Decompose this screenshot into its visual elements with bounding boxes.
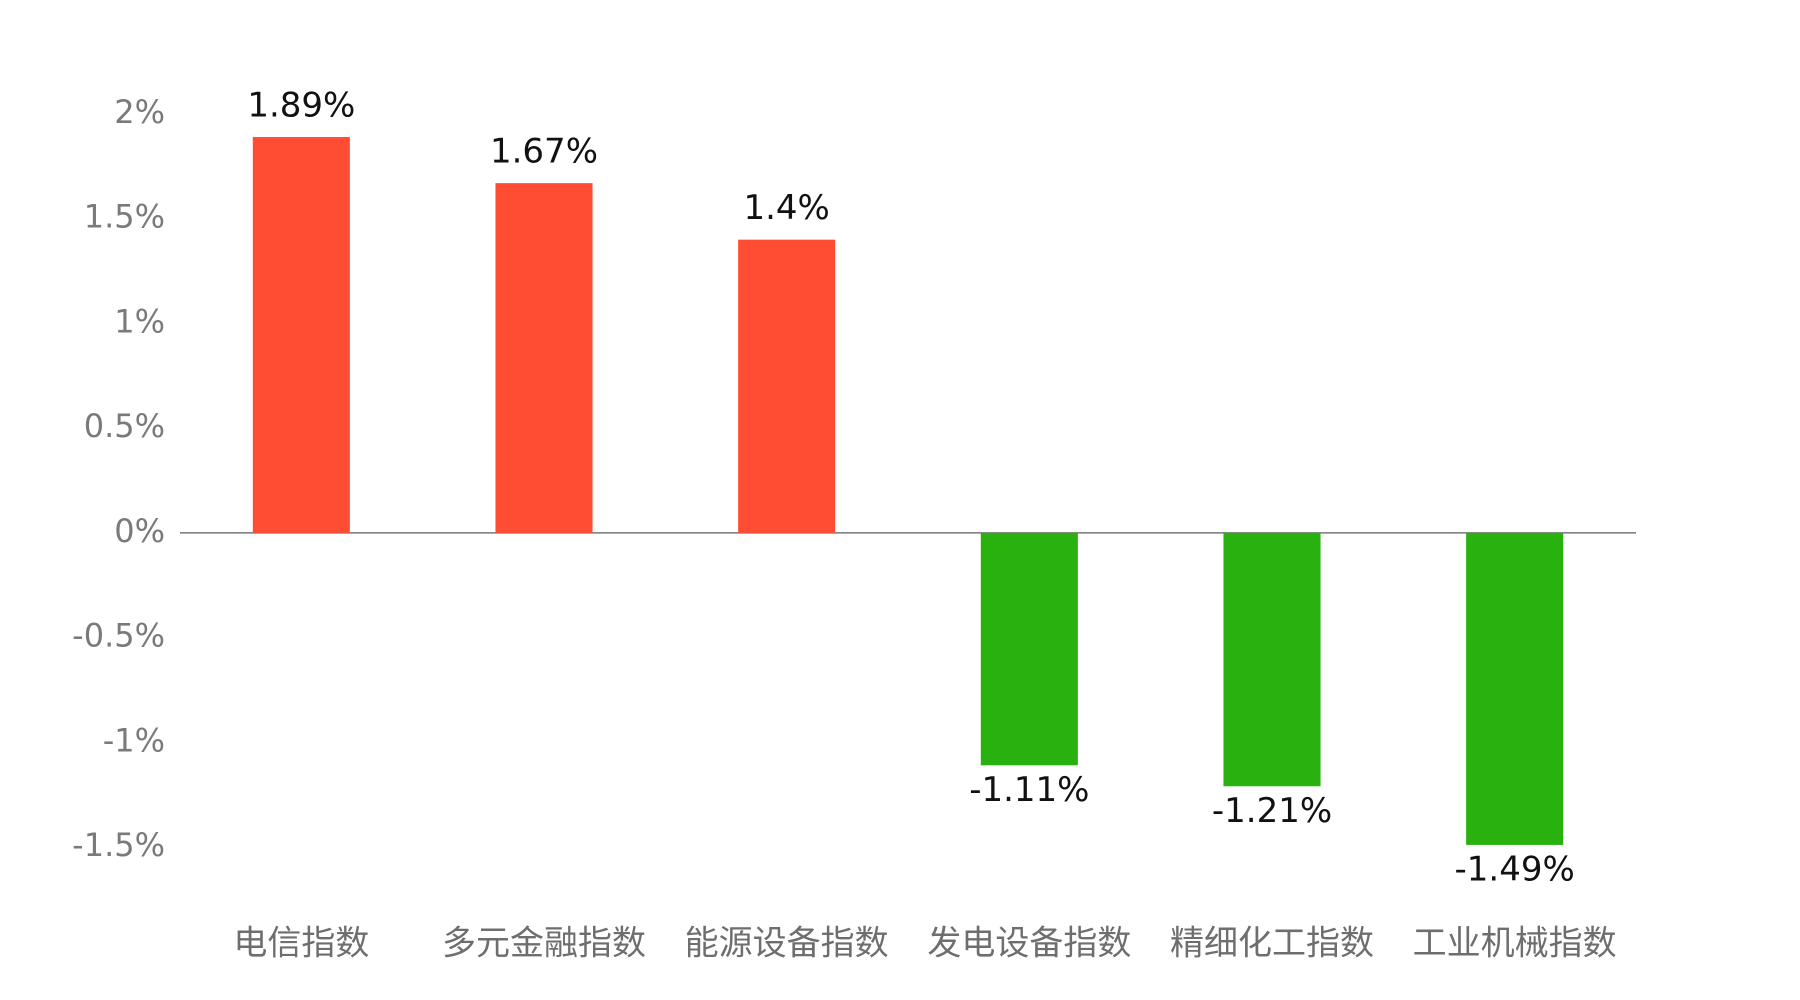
y-tick-label: -1.5% [72, 826, 165, 864]
x-tick-label: 精细化工指数 [1170, 924, 1374, 964]
value-label: -1.21% [1212, 791, 1332, 831]
value-label: 1.67% [490, 132, 598, 172]
x-tick-label: 电信指数 [233, 924, 369, 964]
value-label: 1.89% [247, 86, 355, 126]
y-tick-label: 1% [114, 302, 165, 340]
x-tick-label: 工业机械指数 [1413, 924, 1617, 964]
x-tick-label: 多元金融指数 [442, 924, 646, 964]
y-tick-label: 1.5% [84, 198, 165, 236]
bar [738, 239, 836, 533]
value-label: -1.49% [1455, 849, 1575, 889]
y-tick-label: -0.5% [72, 617, 165, 655]
y-tick-label: 0% [114, 512, 165, 550]
bar [1223, 532, 1321, 787]
bar [495, 183, 593, 533]
bar [980, 532, 1078, 766]
y-tick-label: 2% [114, 93, 165, 131]
y-tick-label: -1% [103, 721, 165, 759]
y-tick-label: 0.5% [84, 407, 165, 445]
x-tick-label: 能源设备指数 [685, 924, 889, 964]
bar [1466, 532, 1564, 845]
x-tick-label: 发电设备指数 [927, 924, 1131, 964]
value-label: -1.11% [969, 770, 1089, 810]
bar [252, 137, 350, 533]
value-label: 1.4% [743, 188, 829, 228]
